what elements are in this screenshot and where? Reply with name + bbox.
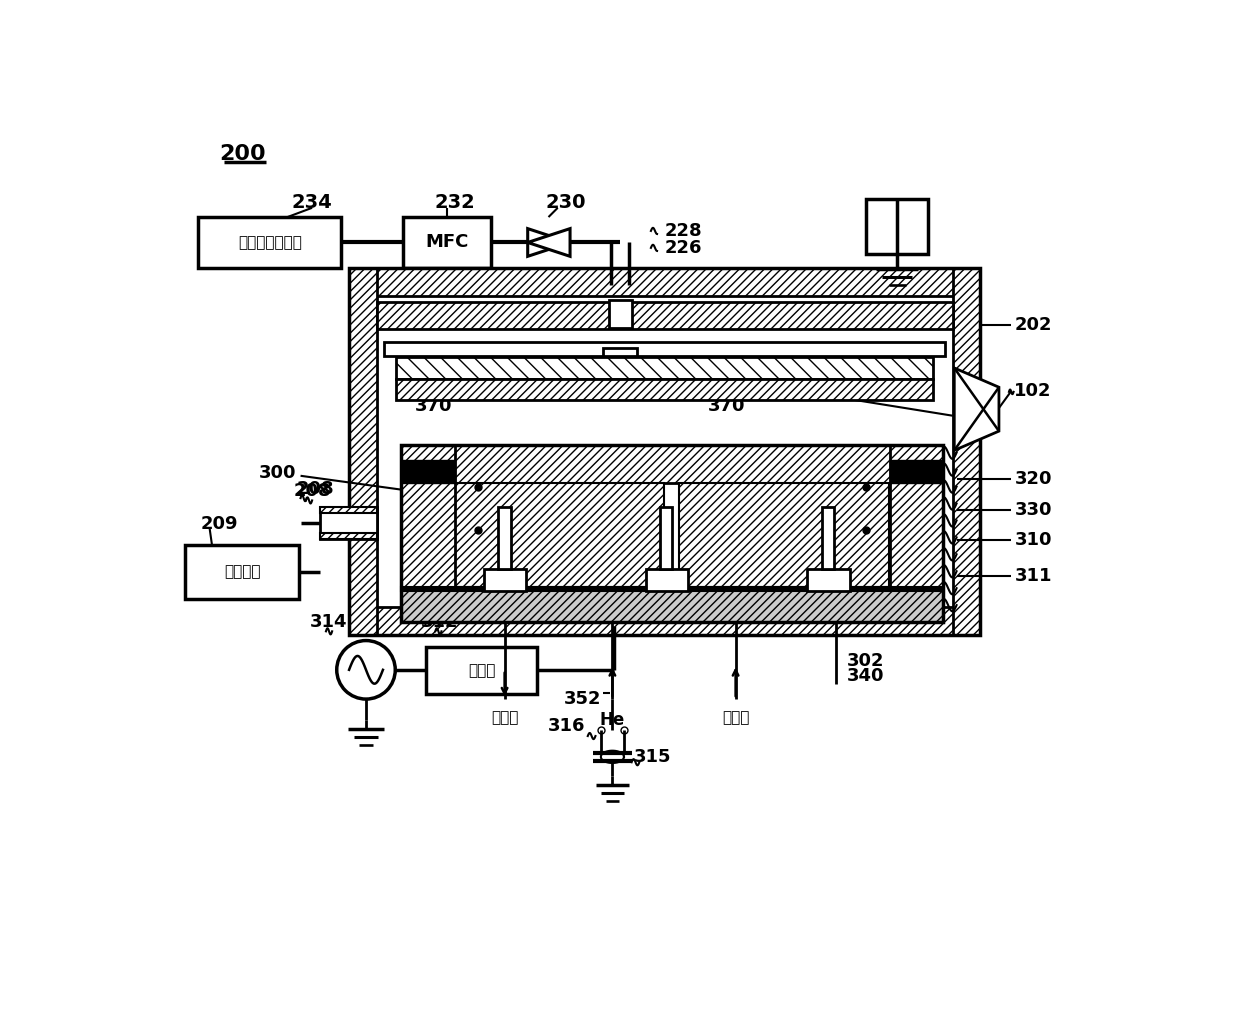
Text: 致冷剂: 致冷剂	[722, 711, 749, 725]
Text: 300: 300	[259, 465, 296, 482]
Text: 230: 230	[546, 193, 587, 212]
Bar	[867, 199, 928, 254]
Bar	[320, 507, 377, 539]
Bar	[350, 607, 981, 635]
Bar	[384, 342, 945, 356]
Bar	[350, 268, 981, 635]
Text: 208: 208	[294, 482, 331, 501]
Text: 232: 232	[434, 193, 475, 212]
Bar	[320, 507, 377, 513]
Bar	[889, 445, 944, 622]
Bar	[609, 301, 631, 328]
Bar	[198, 218, 341, 268]
Bar	[401, 461, 455, 483]
Text: 处理气体供给源: 处理气体供给源	[238, 235, 301, 250]
Text: MFC: MFC	[425, 234, 469, 251]
Polygon shape	[955, 368, 999, 450]
Bar	[350, 268, 981, 295]
Bar	[455, 483, 663, 588]
Bar	[427, 646, 537, 695]
Bar	[403, 218, 491, 268]
Text: 370: 370	[708, 397, 745, 416]
Bar	[396, 379, 934, 400]
Text: 370: 370	[415, 397, 453, 416]
Text: 209: 209	[201, 514, 238, 532]
Bar	[807, 569, 849, 591]
Text: 234: 234	[291, 193, 332, 212]
Text: 226: 226	[665, 239, 702, 256]
Polygon shape	[528, 229, 570, 256]
Text: 222: 222	[567, 380, 604, 398]
Text: 311: 311	[1014, 567, 1052, 585]
Text: 102: 102	[1014, 382, 1052, 400]
Text: 310: 310	[1014, 531, 1052, 550]
Bar	[401, 445, 455, 622]
Text: 210: 210	[396, 380, 433, 398]
Text: 224: 224	[441, 380, 480, 398]
Text: 200: 200	[219, 144, 267, 164]
Text: 排气装置: 排气装置	[223, 564, 260, 580]
Text: 340: 340	[847, 667, 885, 685]
Text: He: He	[600, 711, 625, 728]
Text: 314: 314	[310, 614, 347, 631]
Bar	[660, 507, 672, 569]
Text: 320: 320	[1014, 470, 1052, 487]
Text: 312: 312	[420, 614, 458, 631]
Text: 330: 330	[1014, 501, 1052, 519]
Bar	[603, 348, 637, 356]
Bar	[350, 268, 377, 635]
Text: 匹配器: 匹配器	[467, 663, 495, 678]
Bar	[889, 461, 944, 483]
Bar	[396, 357, 934, 379]
Bar	[952, 268, 981, 635]
Text: 322: 322	[651, 380, 689, 398]
Bar	[320, 532, 377, 539]
Bar	[401, 445, 944, 483]
Polygon shape	[528, 229, 570, 256]
Bar	[401, 590, 944, 622]
Text: 202: 202	[1014, 316, 1052, 333]
Bar	[401, 445, 944, 622]
Bar	[646, 569, 688, 591]
Bar	[185, 545, 299, 599]
Bar	[484, 569, 526, 591]
Text: G: G	[516, 380, 531, 398]
Bar	[822, 507, 835, 569]
Text: 208: 208	[296, 480, 335, 498]
Bar	[377, 302, 952, 329]
Text: 302: 302	[847, 652, 885, 670]
Text: 228: 228	[665, 222, 702, 240]
Text: 316: 316	[548, 717, 585, 735]
Text: 352: 352	[563, 690, 601, 708]
Text: 204: 204	[800, 380, 837, 398]
Bar	[680, 483, 889, 588]
Bar	[498, 507, 511, 569]
Bar	[401, 588, 944, 591]
Text: 致冷剂: 致冷剂	[491, 711, 518, 725]
Text: 315: 315	[634, 748, 672, 765]
